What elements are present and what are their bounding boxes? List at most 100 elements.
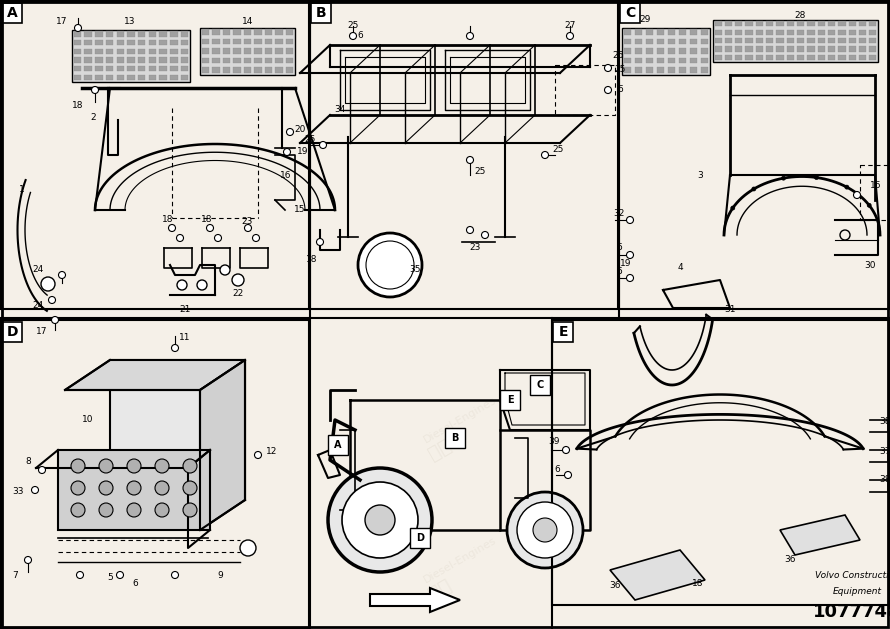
Polygon shape <box>110 360 245 500</box>
Polygon shape <box>170 40 178 45</box>
Polygon shape <box>828 38 835 43</box>
Text: 动力: 动力 <box>425 96 455 124</box>
Circle shape <box>814 175 819 179</box>
Polygon shape <box>780 515 860 555</box>
Text: D: D <box>6 325 18 339</box>
Polygon shape <box>127 31 134 36</box>
Polygon shape <box>149 75 157 80</box>
Bar <box>620 3 640 23</box>
Text: 动力: 动力 <box>45 96 75 124</box>
Text: 19: 19 <box>297 147 309 157</box>
Circle shape <box>127 459 141 473</box>
Polygon shape <box>222 48 231 54</box>
Polygon shape <box>159 66 167 71</box>
Circle shape <box>845 185 849 189</box>
Circle shape <box>567 33 573 40</box>
Circle shape <box>604 65 611 72</box>
Polygon shape <box>746 30 753 35</box>
Bar <box>410 528 430 548</box>
Polygon shape <box>807 55 814 60</box>
Circle shape <box>172 572 179 579</box>
Circle shape <box>328 468 432 572</box>
Text: 8: 8 <box>25 457 31 467</box>
Polygon shape <box>159 57 167 62</box>
Polygon shape <box>870 47 877 52</box>
Text: Diesel-Engines: Diesel-Engines <box>662 395 738 445</box>
Bar <box>619 1 889 309</box>
Circle shape <box>155 459 169 473</box>
Polygon shape <box>657 58 664 64</box>
Circle shape <box>220 265 230 275</box>
Bar <box>530 375 550 395</box>
Polygon shape <box>74 57 81 62</box>
Polygon shape <box>766 21 773 26</box>
Polygon shape <box>756 47 763 52</box>
Polygon shape <box>715 55 722 60</box>
Polygon shape <box>679 30 686 35</box>
Polygon shape <box>828 55 835 60</box>
Polygon shape <box>149 48 157 54</box>
Polygon shape <box>766 30 773 35</box>
Circle shape <box>214 235 222 242</box>
Text: 26: 26 <box>612 50 624 60</box>
Text: 22: 22 <box>232 289 244 298</box>
Text: Diesel-Engines: Diesel-Engines <box>422 535 498 585</box>
Polygon shape <box>117 66 124 71</box>
Circle shape <box>99 459 113 473</box>
Text: Diesel-Engines: Diesel-Engines <box>42 535 118 585</box>
Polygon shape <box>838 30 846 35</box>
Circle shape <box>287 128 294 135</box>
Polygon shape <box>797 47 805 52</box>
Polygon shape <box>622 28 710 75</box>
Bar <box>552 320 889 605</box>
Circle shape <box>350 33 357 40</box>
Polygon shape <box>255 39 262 45</box>
Polygon shape <box>635 39 643 45</box>
Polygon shape <box>201 30 209 35</box>
Text: 14: 14 <box>242 18 254 26</box>
Polygon shape <box>149 66 157 71</box>
Text: 13: 13 <box>125 18 136 26</box>
Polygon shape <box>776 38 783 43</box>
Text: 23: 23 <box>469 243 481 252</box>
Text: 30: 30 <box>864 260 876 269</box>
Polygon shape <box>870 30 877 35</box>
Polygon shape <box>74 40 81 45</box>
Polygon shape <box>95 57 102 62</box>
Polygon shape <box>138 66 145 71</box>
Bar <box>310 1 618 309</box>
Polygon shape <box>106 48 113 54</box>
Bar <box>1 320 309 628</box>
Polygon shape <box>74 75 81 80</box>
Polygon shape <box>85 40 92 45</box>
Text: 21: 21 <box>179 306 190 314</box>
Polygon shape <box>735 21 742 26</box>
Text: 25: 25 <box>614 65 626 74</box>
Text: 6: 6 <box>554 465 560 474</box>
Bar <box>445 428 465 448</box>
Polygon shape <box>635 58 643 64</box>
Circle shape <box>155 503 169 517</box>
Polygon shape <box>776 47 783 52</box>
Text: 动力: 动力 <box>665 266 695 294</box>
Polygon shape <box>870 38 877 43</box>
Circle shape <box>177 280 187 290</box>
Text: 2: 2 <box>90 113 96 123</box>
Text: 动力: 动力 <box>45 266 75 294</box>
Text: 4: 4 <box>677 264 683 272</box>
Polygon shape <box>85 66 92 71</box>
Polygon shape <box>106 75 113 80</box>
Text: 动力: 动力 <box>235 266 265 294</box>
Polygon shape <box>807 47 814 52</box>
Polygon shape <box>58 450 210 530</box>
Circle shape <box>366 241 414 289</box>
Text: 动力: 动力 <box>805 436 835 464</box>
Text: Diesel-Engines: Diesel-Engines <box>802 395 878 445</box>
Polygon shape <box>668 39 676 45</box>
Polygon shape <box>690 39 698 45</box>
Polygon shape <box>72 30 190 82</box>
Circle shape <box>604 87 611 94</box>
Polygon shape <box>244 30 251 35</box>
Text: 17: 17 <box>36 328 48 337</box>
Circle shape <box>155 481 169 495</box>
